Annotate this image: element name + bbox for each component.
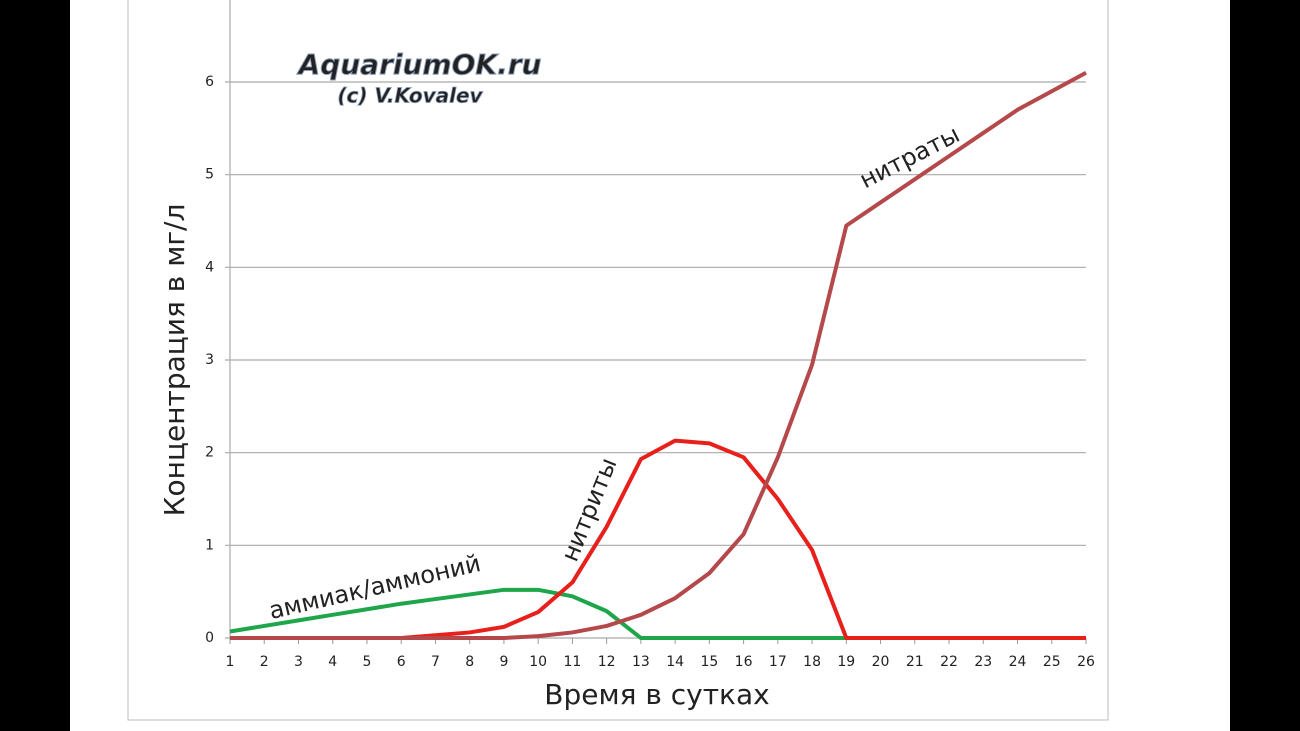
x-tick-label: 6 [397, 654, 406, 670]
x-tick-label: 18 [803, 654, 821, 670]
x-tick-label: 12 [598, 654, 616, 670]
x-tick-label: 25 [1043, 654, 1061, 670]
x-tick-label: 4 [328, 654, 337, 670]
watermark: AquariumOK.ru [297, 48, 542, 81]
x-tick-label: 15 [700, 654, 718, 670]
x-tick-label: 16 [735, 654, 753, 670]
x-tick-label: 24 [1009, 654, 1027, 670]
y-tick-label: 2 [205, 445, 214, 461]
x-tick-label: 5 [362, 654, 371, 670]
y-tick-label: 6 [205, 74, 214, 90]
x-tick-label: 22 [940, 654, 958, 670]
x-tick-label: 14 [666, 654, 684, 670]
x-tick-label: 8 [465, 654, 474, 670]
y-tick-label: 3 [205, 352, 214, 368]
x-tick-label: 10 [529, 654, 547, 670]
y-tick-label: 4 [205, 259, 214, 275]
x-tick-label: 13 [632, 654, 650, 670]
x-tick-label: 7 [431, 654, 440, 670]
x-tick-label: 21 [906, 654, 924, 670]
watermark-credit: (c) V.Kovalev [337, 84, 483, 108]
x-tick-label: 3 [294, 654, 303, 670]
x-tick-label: 23 [974, 654, 992, 670]
x-tick-label: 17 [769, 654, 787, 670]
x-tick-label: 20 [872, 654, 890, 670]
x-tick-label: 11 [563, 654, 581, 670]
x-tick-label: 19 [837, 654, 855, 670]
x-axis-title: Время в сутках [544, 678, 769, 711]
series-line [230, 70, 1087, 640]
x-tick-label: 9 [499, 654, 508, 670]
x-tick-label: 2 [260, 654, 269, 670]
y-axis-title: Концентрация в мг/л [158, 204, 191, 517]
y-tick-label: 1 [205, 537, 214, 553]
x-tick-label: 26 [1077, 654, 1095, 670]
x-tick-label: 1 [226, 654, 235, 670]
y-tick-label: 5 [205, 167, 214, 183]
y-tick-label: 0 [205, 630, 214, 646]
